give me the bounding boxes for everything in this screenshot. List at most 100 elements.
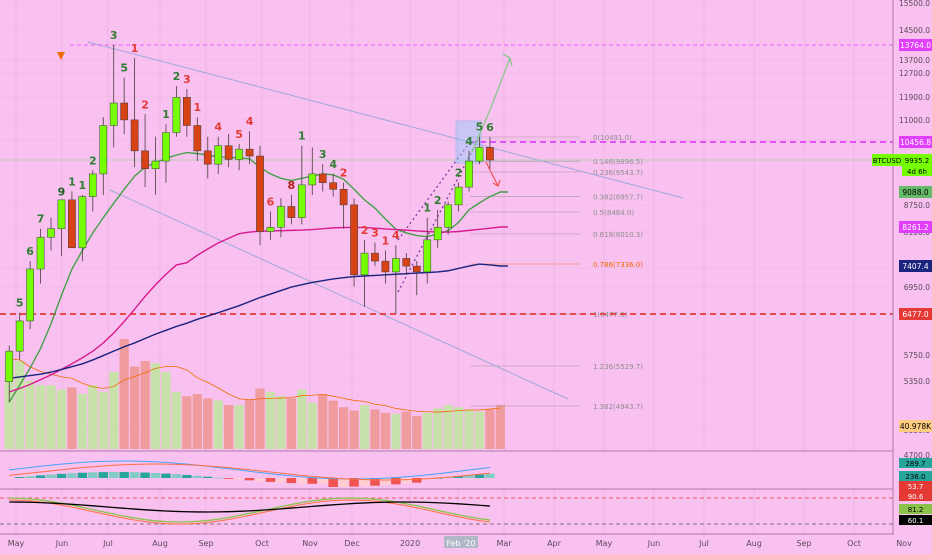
candle-body-43 — [454, 186, 463, 206]
candle-body-13 — [141, 150, 149, 169]
candle-body-26 — [277, 206, 285, 228]
td-count-15: 4 — [214, 121, 222, 134]
td-count-6: 2 — [89, 154, 97, 167]
macd-hist-14 — [150, 472, 161, 478]
volume-bar-40 — [422, 412, 432, 449]
price-tag-3: 8261.2 — [902, 223, 928, 232]
price-tick-11: 6950.0 — [904, 283, 930, 292]
volume-bar-35 — [370, 409, 380, 449]
td-count-14: 1 — [193, 101, 201, 114]
volume-bar-32 — [339, 407, 349, 449]
macd-hist-36 — [380, 478, 391, 486]
candle-body-45 — [475, 147, 484, 162]
bearish-arrow-head — [492, 179, 501, 187]
td-count-29: 2 — [434, 194, 442, 207]
td-count-18: 6 — [267, 195, 275, 208]
candle-body-9 — [99, 125, 108, 175]
volume-bar-38 — [401, 411, 411, 449]
candle-body-5 — [57, 199, 66, 229]
last-price-tag-bg — [902, 154, 932, 166]
macd-hist-18 — [192, 475, 203, 478]
candle-body-42 — [444, 204, 452, 228]
td-count-21: 3 — [319, 148, 327, 161]
volume-bar-4 — [46, 385, 56, 449]
time-label-12: May — [596, 539, 613, 548]
channel-top-line — [87, 41, 684, 199]
subpanel-tag-bg-5 — [899, 515, 932, 525]
price-tag-bg-1 — [899, 136, 932, 148]
candle-body-38 — [402, 258, 411, 267]
subpanel-tag-bg-3 — [899, 491, 932, 501]
price-tick-2: 13700.0 — [899, 56, 930, 65]
volume-bar-2 — [25, 380, 35, 449]
td-count-16: 5 — [235, 128, 243, 141]
symbol-tag-bg — [872, 154, 902, 166]
candle-body-3 — [36, 236, 45, 270]
volume-layer — [4, 339, 505, 449]
price-tick-8: 8750.0 — [904, 201, 930, 210]
macd-hist-28 — [297, 478, 307, 484]
fib-label-5: 0.618(8010.3) — [593, 231, 643, 239]
price-tag-4: 7407.4 — [902, 262, 928, 271]
time-label-2: Jul — [102, 539, 113, 548]
candle-body-2 — [26, 268, 34, 322]
volume-bar-23 — [244, 399, 255, 449]
td-count-25: 3 — [371, 227, 379, 240]
price-tag-bg-6 — [899, 420, 932, 432]
candle-body-46 — [486, 147, 494, 161]
down-arrow-marker — [57, 52, 65, 60]
volume-bar-15 — [161, 372, 171, 449]
macd-hist-15 — [161, 473, 171, 478]
candle-body-40 — [423, 239, 432, 273]
grid-layer — [0, 0, 905, 535]
macd-hist-39 — [412, 478, 422, 483]
volume-bar-12 — [130, 366, 140, 449]
subpanel-tag-bg-2 — [899, 481, 932, 491]
macd-hist-11 — [119, 472, 129, 478]
time-label-bg-9 — [444, 536, 478, 548]
macd-hist-30 — [318, 478, 328, 484]
volume-bar-7 — [77, 394, 87, 449]
candle-body-24 — [256, 155, 264, 232]
volume-bar-25 — [265, 391, 276, 449]
volume-bar-41 — [433, 408, 443, 449]
td-count-19: 8 — [288, 179, 296, 192]
candle-body-10 — [109, 102, 118, 126]
candle-body-37 — [392, 258, 400, 273]
fib-label-2: 0.236(9543.7) — [593, 169, 643, 177]
volume-bar-34 — [359, 405, 370, 449]
fib-label-6: 0.786(7336.0) — [593, 261, 643, 269]
td-count-23: 2 — [340, 167, 348, 180]
macd-hist-26 — [276, 478, 286, 483]
macd-hist-2 — [25, 476, 35, 478]
td-count-3: 9 — [58, 186, 66, 199]
macd-hist-33 — [349, 478, 359, 487]
candle-body-14 — [151, 160, 160, 169]
macd-hist-34 — [359, 478, 370, 487]
candle-body-20 — [214, 145, 223, 165]
volume-bar-10 — [109, 372, 119, 449]
candle-body-1 — [15, 320, 24, 352]
volume-bar-9 — [98, 391, 108, 449]
volume-bar-13 — [140, 361, 150, 449]
candle-body-39 — [412, 265, 421, 273]
price-tick-5: 11000.0 — [899, 116, 930, 125]
candle-body-18 — [193, 125, 202, 152]
td-count-12: 2 — [173, 70, 181, 83]
candle-body-33 — [350, 204, 358, 276]
td-count-7: 3 — [110, 29, 118, 42]
macd-hist-10 — [109, 472, 119, 478]
volume-bar-24 — [255, 388, 265, 449]
td-count-26: 1 — [382, 234, 390, 247]
macd-hist-5 — [56, 473, 67, 478]
macd-hist-35 — [370, 478, 380, 486]
price-tick-13: 5750.0 — [904, 351, 930, 360]
macd-hist-12 — [129, 472, 140, 478]
volume-bar-31 — [328, 400, 338, 449]
macd-hist-27 — [286, 478, 297, 484]
volume-bar-3 — [35, 385, 46, 449]
candle-body-29 — [308, 173, 317, 186]
osc-d-line — [9, 499, 490, 525]
